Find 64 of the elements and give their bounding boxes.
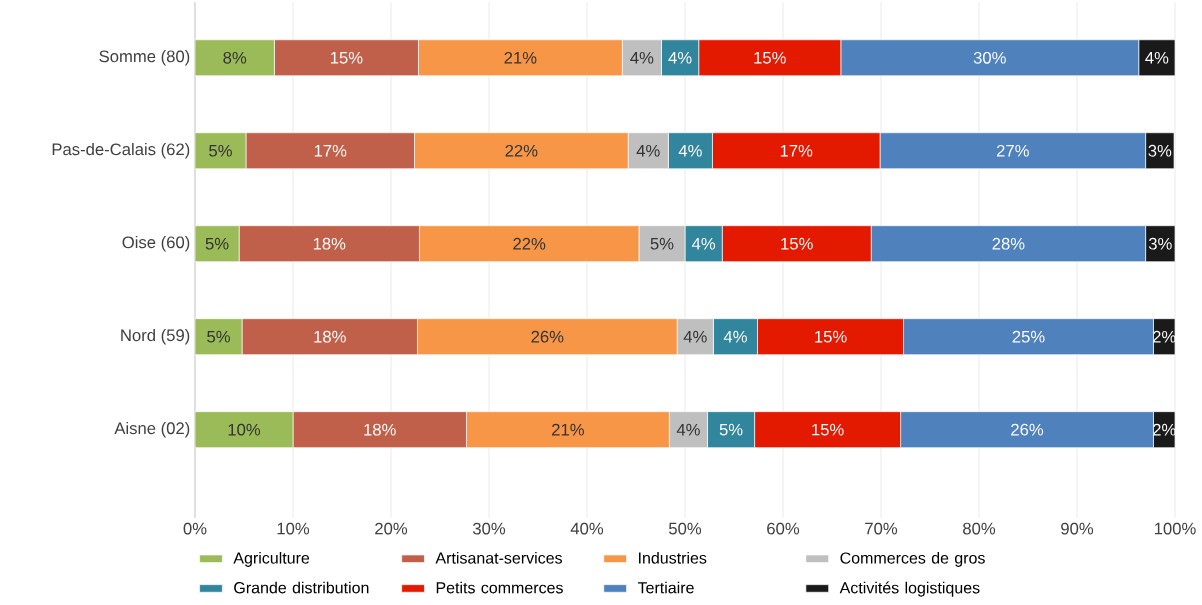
y-tick-label: Somme (80) [99,50,190,66]
data-label: 27% [996,144,1029,157]
data-label: 8% [223,51,247,64]
legend-label: Tertiaire [637,581,694,594]
data-label: 15% [331,51,363,64]
x-tick-label: 70% [865,522,898,535]
x-tick-label: 0% [183,522,207,535]
legend-label: Grande distribution [234,581,369,594]
data-label: 4% [1145,51,1169,64]
legend-label: Industries [639,551,707,564]
data-label: 21% [504,51,537,64]
x-tick-label: 40% [570,522,604,535]
data-label: 5% [719,423,743,436]
data-label: 17% [780,144,813,157]
data-label: 4% [676,423,700,436]
data-label: 5% [209,144,232,157]
legend-label: Agriculture [233,551,310,567]
data-label: 18% [364,423,396,436]
y-tick-label: Oise (60) [122,235,190,252]
data-label: 18% [314,330,346,343]
x-tick-label: 80% [963,522,996,535]
legend-label: Artisanat-services [435,551,563,564]
y-tick-label: Pas-de-Calais (62) [52,142,190,159]
data-label: 4% [683,330,707,343]
bar [195,411,294,448]
data-label: 26% [1011,423,1044,436]
data-label: 4% [691,237,716,250]
data-label: 3% [1148,144,1172,157]
y-tick-label: Nord (59) [121,328,190,345]
data-label: 26% [531,330,564,343]
data-label: 4% [668,51,692,64]
data-label: 4% [630,51,654,64]
data-label: 15% [815,330,847,343]
bar [195,39,275,77]
data-label: 4% [723,330,747,343]
data-label: 25% [1012,330,1045,343]
data-label: 5% [650,237,674,250]
data-label: 5% [207,330,230,343]
data-label: 3% [1148,237,1172,250]
y-tick-label: Aisne (02) [114,421,190,438]
data-label: 17% [314,144,347,157]
legend-label: Commerces de gros [840,551,985,567]
data-label: 15% [781,237,813,250]
data-label: 5% [205,237,229,250]
data-label: 21% [552,423,584,436]
data-label: 22% [505,144,538,157]
x-tick-label: 90% [1061,522,1094,535]
x-tick-label: 30% [472,522,506,535]
x-tick-label: 50% [669,522,702,535]
data-label: 30% [973,51,1006,64]
data-label: 22% [513,237,546,250]
data-label: 18% [313,237,346,250]
data-label: 4% [678,144,702,157]
legend-label: Activités logistiques [839,581,980,597]
legend-label: Petits commerces [436,581,563,594]
x-tick-label: 100% [1154,522,1196,535]
x-tick-label: 10% [277,522,310,535]
data-label: 15% [754,51,786,64]
x-tick-label: 60% [767,522,800,535]
data-label: 4% [636,144,660,157]
data-label: 15% [812,423,844,436]
x-tick-label: 20% [375,522,408,535]
data-label: 10% [228,423,261,436]
data-label: 28% [992,237,1025,250]
